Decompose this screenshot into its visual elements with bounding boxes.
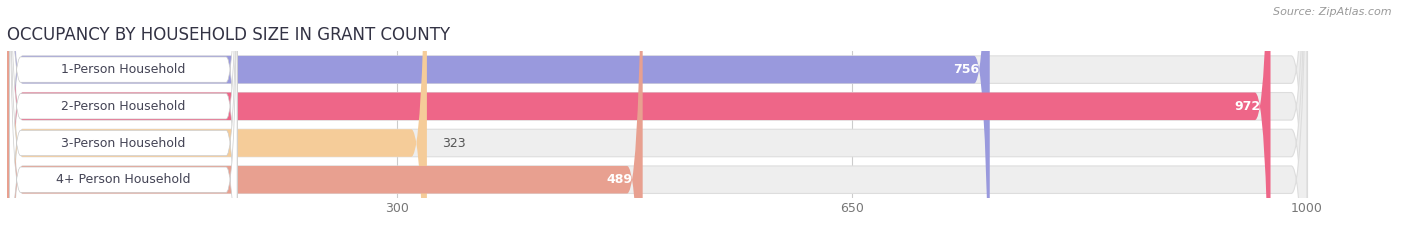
FancyBboxPatch shape (7, 0, 1308, 233)
Text: Source: ZipAtlas.com: Source: ZipAtlas.com (1274, 7, 1392, 17)
Text: 2-Person Household: 2-Person Household (62, 100, 186, 113)
FancyBboxPatch shape (7, 0, 990, 233)
Text: 323: 323 (443, 137, 467, 150)
FancyBboxPatch shape (10, 0, 238, 233)
Text: 3-Person Household: 3-Person Household (62, 137, 186, 150)
FancyBboxPatch shape (10, 0, 238, 233)
Text: 756: 756 (953, 63, 980, 76)
FancyBboxPatch shape (7, 0, 1271, 233)
Text: 4+ Person Household: 4+ Person Household (56, 173, 191, 186)
Text: 489: 489 (606, 173, 633, 186)
FancyBboxPatch shape (7, 0, 427, 233)
Text: OCCUPANCY BY HOUSEHOLD SIZE IN GRANT COUNTY: OCCUPANCY BY HOUSEHOLD SIZE IN GRANT COU… (7, 26, 450, 44)
Text: 1-Person Household: 1-Person Household (62, 63, 186, 76)
FancyBboxPatch shape (7, 0, 1308, 233)
FancyBboxPatch shape (10, 0, 238, 233)
FancyBboxPatch shape (7, 0, 1308, 233)
Text: 972: 972 (1234, 100, 1260, 113)
FancyBboxPatch shape (10, 0, 238, 233)
FancyBboxPatch shape (7, 0, 643, 233)
FancyBboxPatch shape (7, 0, 1308, 233)
